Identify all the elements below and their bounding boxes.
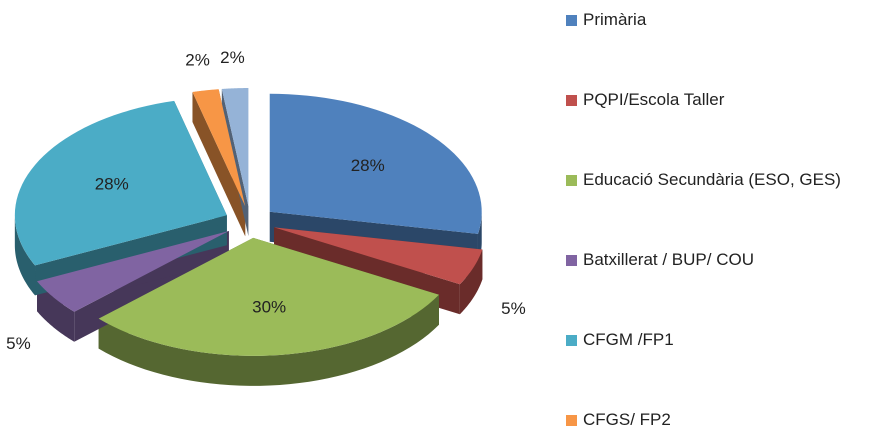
legend-swatch <box>566 255 577 266</box>
data-label: 2% <box>220 48 245 67</box>
slice-edge <box>192 91 246 237</box>
slice <box>14 100 227 266</box>
data-label: 5% <box>6 334 31 353</box>
legend-label: CFGM /FP1 <box>583 330 674 349</box>
data-label: 30% <box>252 298 286 317</box>
legend-swatch <box>566 175 577 186</box>
legend-item: PQPI/Escola Taller <box>566 88 876 112</box>
slice <box>274 227 483 285</box>
legend-item: Batxillerat / BUP/ COU <box>566 248 876 272</box>
legend-swatch <box>566 95 577 106</box>
legend-label: Educació Secundària (ESO, GES) <box>583 170 841 189</box>
legend-item: Educació Secundària (ESO, GES) <box>566 168 876 192</box>
legend-item: Primària <box>566 8 876 32</box>
data-label: 5% <box>501 299 526 318</box>
legend-swatch <box>566 15 577 26</box>
legend-item: CFGS/ FP2 <box>566 408 876 432</box>
legend-swatch <box>566 415 577 426</box>
legend-label: PQPI/Escola Taller <box>583 90 725 109</box>
slice-wall <box>14 215 36 296</box>
data-label: 28% <box>351 156 385 175</box>
legend-label: Primària <box>583 10 647 29</box>
slice <box>269 93 482 234</box>
legend-swatch <box>566 335 577 346</box>
data-label: 2% <box>185 51 210 70</box>
legend-label: Batxillerat / BUP/ COU <box>583 250 754 269</box>
slice <box>221 88 249 207</box>
legend-item: CFGM /FP1 <box>566 328 876 352</box>
slice <box>37 230 229 312</box>
slice-wall <box>37 281 75 342</box>
slice <box>192 89 246 207</box>
legend-label: CFGS/ FP2 <box>583 410 671 429</box>
slice-wall <box>459 249 483 315</box>
data-label: 28% <box>95 175 129 194</box>
slice-wall <box>98 294 439 386</box>
chart: 28% 5% 30% 5% 28% 2% 2% <box>6 48 526 386</box>
slice <box>98 237 439 356</box>
